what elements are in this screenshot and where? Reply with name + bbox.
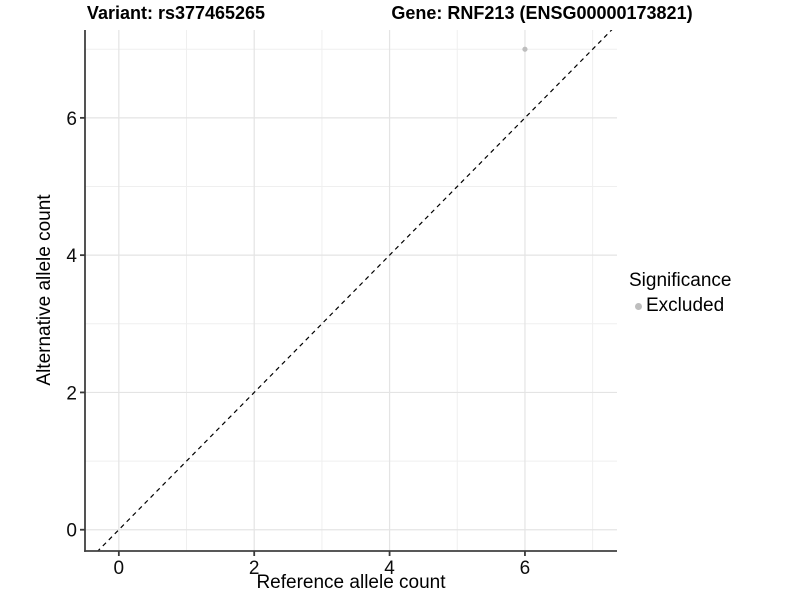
x-tick-label: 0 — [114, 558, 125, 579]
legend-item-label: Excluded — [646, 295, 725, 316]
y-tick-label: 2 — [66, 383, 77, 404]
x-tick-label: 6 — [520, 558, 531, 579]
x-axis-title: Reference allele count — [256, 572, 446, 593]
y-tick-label: 0 — [66, 521, 77, 542]
y-tick-label: 6 — [66, 109, 77, 130]
y-tick-label: 4 — [66, 246, 77, 267]
x-tick-label: 2 — [249, 558, 260, 579]
data-point-excluded — [522, 46, 528, 52]
legend: Significance Excluded — [629, 269, 731, 318]
legend-title: Significance — [629, 270, 732, 291]
y-axis-title: Alternative allele count — [34, 194, 55, 386]
plot-title-gene: Gene: RNF213 (ENSG00000173821) — [391, 3, 693, 23]
plot-title-variant: Variant: rs377465265 — [86, 3, 266, 23]
x-tick-label: 4 — [384, 558, 395, 579]
legend-key-dot-icon — [635, 302, 642, 310]
legend-item-excluded: Excluded — [629, 294, 731, 318]
